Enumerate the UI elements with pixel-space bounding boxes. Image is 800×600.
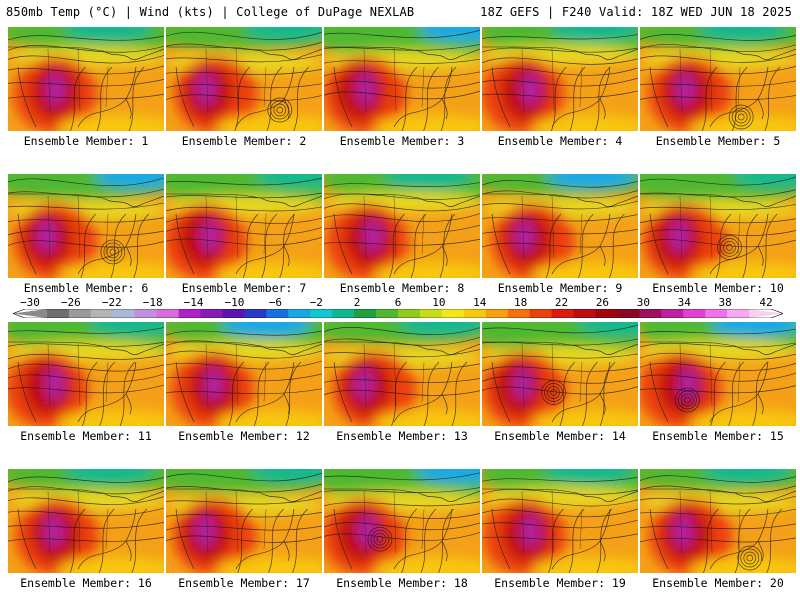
ensemble-member-map	[324, 469, 480, 573]
colorbar-tick-label: 2	[354, 296, 361, 309]
colorbar-swatch	[639, 309, 661, 318]
ensemble-member-map	[324, 174, 480, 278]
ensemble-member-label: Ensemble Member: 9	[482, 281, 638, 295]
ensemble-member-label: Ensemble Member: 2	[166, 134, 322, 148]
colorbar-swatch	[683, 309, 705, 318]
ensemble-member-map	[482, 322, 638, 426]
colorbar-swatch	[749, 309, 783, 318]
colorbar-tick-label: −10	[225, 296, 245, 309]
ensemble-member-label: Ensemble Member: 19	[482, 576, 638, 590]
temperature-colorbar	[13, 309, 783, 318]
colorbar-swatch	[354, 309, 376, 318]
ensemble-member-label: Ensemble Member: 8	[324, 281, 480, 295]
ensemble-member-map	[640, 27, 796, 131]
ensemble-member-label: Ensemble Member: 4	[482, 134, 638, 148]
ensemble-member-map	[640, 174, 796, 278]
figure-title-right: 18Z GEFS | F240 Valid: 18Z WED JUN 18 20…	[480, 5, 792, 19]
ensemble-member-label: Ensemble Member: 10	[640, 281, 796, 295]
colorbar-swatch	[332, 309, 354, 318]
ensemble-member-map	[8, 322, 164, 426]
colorbar-swatch	[222, 309, 244, 318]
colorbar-tick-label: 6	[395, 296, 402, 309]
ensemble-member-map	[324, 322, 480, 426]
colorbar-tick-label: 26	[596, 296, 609, 309]
colorbar-swatch	[530, 309, 552, 318]
colorbar-swatch	[13, 309, 47, 318]
colorbar-swatch	[552, 309, 574, 318]
colorbar-tick-label: 18	[514, 296, 527, 309]
colorbar-swatch	[69, 309, 91, 318]
colorbar-swatch	[398, 309, 420, 318]
colorbar-tick-label: −18	[143, 296, 163, 309]
ensemble-member-map	[8, 174, 164, 278]
colorbar-swatch	[705, 309, 727, 318]
ensemble-member-label: Ensemble Member: 18	[324, 576, 480, 590]
colorbar-swatch	[91, 309, 113, 318]
ensemble-member-label: Ensemble Member: 15	[640, 429, 796, 443]
ensemble-member-label: Ensemble Member: 13	[324, 429, 480, 443]
colorbar-tick-label: −30	[20, 296, 40, 309]
colorbar-tick-label: −22	[102, 296, 122, 309]
ensemble-member-label: Ensemble Member: 20	[640, 576, 796, 590]
colorbar-swatch	[47, 309, 69, 318]
colorbar-swatch	[376, 309, 398, 318]
colorbar-tick-label: 22	[555, 296, 568, 309]
colorbar-swatch	[661, 309, 683, 318]
ensemble-member-map	[482, 469, 638, 573]
ensemble-member-map	[640, 322, 796, 426]
colorbar-swatch	[266, 309, 288, 318]
colorbar-tick-label: 34	[678, 296, 691, 309]
colorbar-swatch	[595, 309, 617, 318]
colorbar-swatch	[442, 309, 464, 318]
colorbar-swatch	[113, 309, 135, 318]
colorbar-tick-label: 30	[637, 296, 650, 309]
ensemble-member-map	[640, 469, 796, 573]
colorbar-tick-label: −2	[310, 296, 323, 309]
ensemble-member-map	[166, 27, 322, 131]
ensemble-member-map	[166, 174, 322, 278]
colorbar-tick-label: 10	[432, 296, 445, 309]
ensemble-member-map	[482, 27, 638, 131]
colorbar-swatch	[179, 309, 201, 318]
ensemble-member-label: Ensemble Member: 6	[8, 281, 164, 295]
colorbar-swatch	[617, 309, 639, 318]
colorbar-tick-label: 42	[759, 296, 772, 309]
ensemble-member-label: Ensemble Member: 14	[482, 429, 638, 443]
colorbar-swatch	[157, 309, 179, 318]
ensemble-member-label: Ensemble Member: 12	[166, 429, 322, 443]
ensemble-member-map	[8, 469, 164, 573]
colorbar-tick-label: 38	[718, 296, 731, 309]
colorbar-swatch	[508, 309, 530, 318]
ensemble-member-map	[8, 27, 164, 131]
colorbar-swatch	[288, 309, 310, 318]
figure-title-left: 850mb Temp (°C) | Wind (kts) | College o…	[6, 5, 414, 19]
colorbar-swatch	[244, 309, 266, 318]
ensemble-member-label: Ensemble Member: 1	[8, 134, 164, 148]
colorbar-swatch	[574, 309, 596, 318]
ensemble-member-label: Ensemble Member: 17	[166, 576, 322, 590]
colorbar-tick-label: −14	[184, 296, 204, 309]
ensemble-member-map	[482, 174, 638, 278]
colorbar-tick-label: −6	[269, 296, 282, 309]
ensemble-member-map	[166, 469, 322, 573]
colorbar-swatch	[135, 309, 157, 318]
colorbar-swatch	[727, 309, 749, 318]
colorbar-swatch	[310, 309, 332, 318]
ensemble-member-label: Ensemble Member: 3	[324, 134, 480, 148]
colorbar-swatch	[486, 309, 508, 318]
ensemble-member-label: Ensemble Member: 5	[640, 134, 796, 148]
ensemble-member-map	[166, 322, 322, 426]
ensemble-member-label: Ensemble Member: 11	[8, 429, 164, 443]
colorbar-swatch	[420, 309, 442, 318]
colorbar-swatch	[464, 309, 486, 318]
colorbar-tick-label: −26	[61, 296, 81, 309]
ensemble-member-map	[324, 27, 480, 131]
colorbar-tick-label: 14	[473, 296, 486, 309]
ensemble-member-label: Ensemble Member: 16	[8, 576, 164, 590]
ensemble-member-label: Ensemble Member: 7	[166, 281, 322, 295]
colorbar-swatch	[201, 309, 223, 318]
